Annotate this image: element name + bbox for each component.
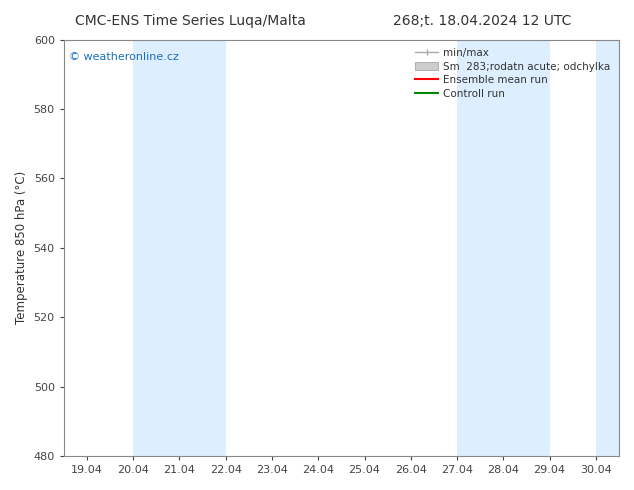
Y-axis label: Temperature 850 hPa (°C): Temperature 850 hPa (°C) — [15, 171, 28, 324]
Legend: min/max, Sm  283;rodatn acute; odchylka, Ensemble mean run, Controll run: min/max, Sm 283;rodatn acute; odchylka, … — [412, 45, 614, 102]
Text: © weatheronline.cz: © weatheronline.cz — [69, 52, 179, 62]
Bar — [457, 40, 550, 456]
Text: 268;t. 18.04.2024 12 UTC: 268;t. 18.04.2024 12 UTC — [392, 14, 571, 28]
Bar — [133, 40, 226, 456]
Text: CMC-ENS Time Series Luqa/Malta: CMC-ENS Time Series Luqa/Malta — [75, 14, 306, 28]
Bar — [596, 40, 619, 456]
